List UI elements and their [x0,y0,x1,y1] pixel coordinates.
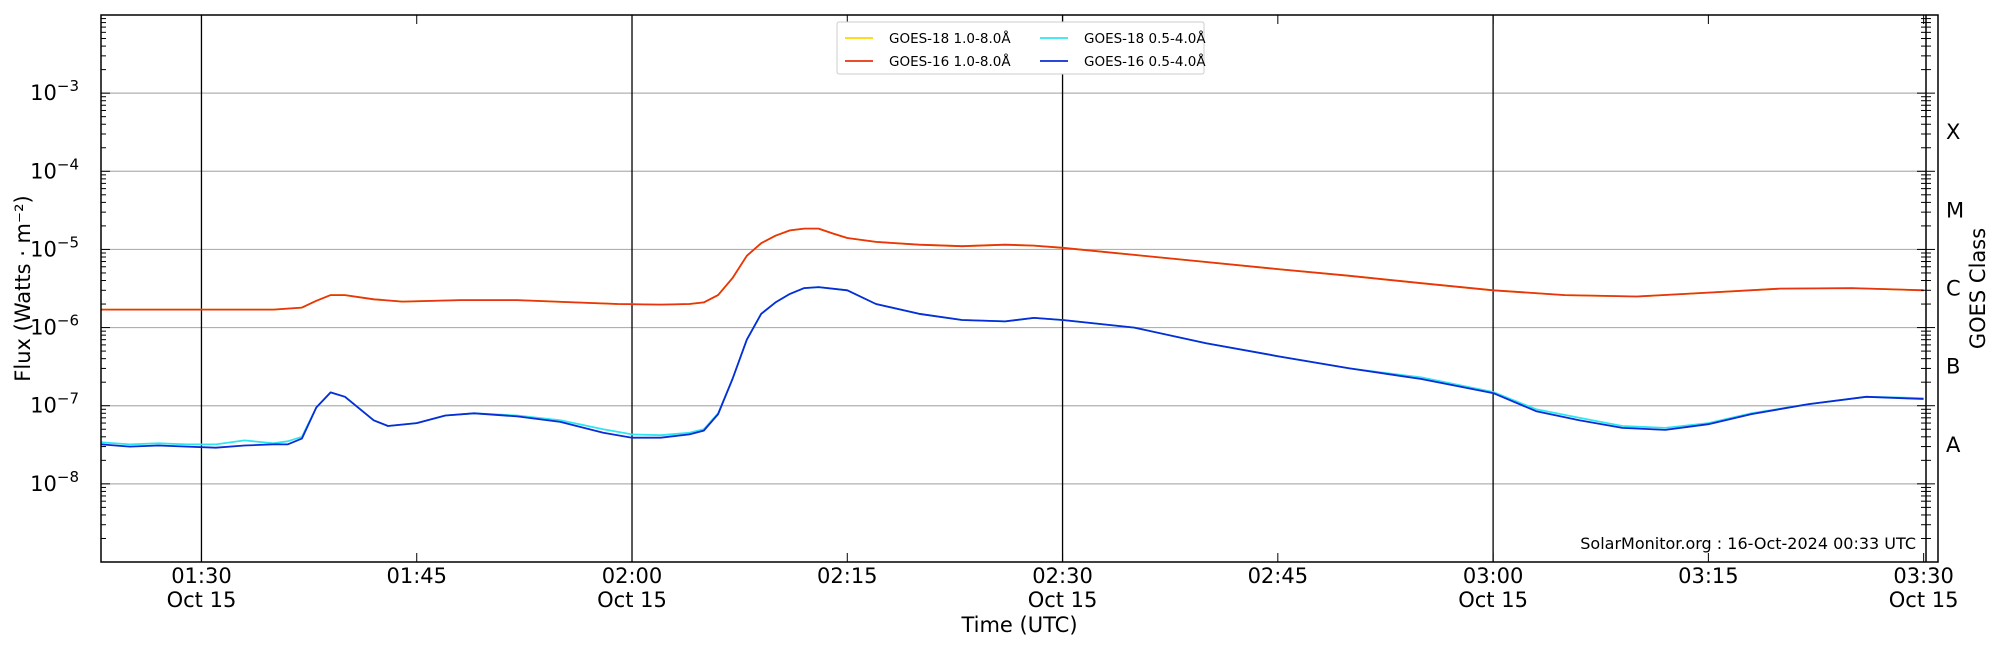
x-tick-date-8: Oct 15 [1889,588,1959,612]
x-tick-label-4: 02:30 [1032,564,1093,588]
legend-box [836,21,1205,75]
tick-layer [101,15,1935,563]
x-tick-date-0: Oct 15 [167,588,237,612]
y-tick-label-2: 10−6 [30,312,79,340]
x-tick-label-8: 03:30 [1893,564,1954,588]
goes-class-axis-title: GOES Class [1966,228,1990,349]
x-tick-label-2: 02:00 [602,564,663,588]
y-tick-label-3: 10−5 [30,233,79,261]
series-layer [100,227,1924,449]
grid-layer [101,92,1926,485]
plot-frame [100,14,1939,563]
x-tick-date-4: Oct 15 [1028,588,1098,612]
vertical-line-layer [200,15,1494,562]
x-tick-label-7: 03:15 [1678,564,1739,588]
x-tick-label-1: 01:45 [386,564,447,588]
x-tick-date-2: Oct 15 [597,588,667,612]
goes-class-label-a: A [1946,433,1961,457]
legend-label-2: GOES-18 0.5-4.0Å [1084,30,1206,47]
x-tick-label-6: 03:00 [1463,564,1524,588]
x-axis-title: Time (UTC) [960,613,1077,637]
series-line-1 [101,227,1924,311]
x-tick-label-0: 01:30 [171,564,232,588]
x-tick-date-6: Oct 15 [1458,588,1528,612]
y-tick-label-1: 10−7 [30,390,79,418]
y-tick-label-4: 10−4 [30,155,79,183]
legend-label-3: GOES-16 0.5-4.0Å [1084,53,1206,70]
goes-class-label-x: X [1946,120,1960,144]
goes-class-label-c: C [1946,277,1961,301]
legend: GOES-18 1.0-8.0Å GOES-18 0.5-4.0Å GOES-16 … [836,21,1206,75]
series-line-0 [101,227,1924,311]
x-tick-label-5: 02:45 [1248,564,1309,588]
goes-class-label-b: B [1946,355,1960,379]
solarmonitor-annotation: SolarMonitor.org : 16-Oct-2024 00:33 UTC [1580,534,1916,553]
y-tick-label-5: 10−3 [30,77,79,105]
y-tick-label-0: 10−8 [30,468,79,496]
y-axis-title: Flux (Watts · m⁻²) [11,195,35,381]
series-line-3 [100,286,1924,449]
goes-class-label-m: M [1946,198,1964,222]
legend-label-1: GOES-16 1.0-8.0Å [889,53,1011,70]
x-tick-label-3: 02:15 [817,564,878,588]
legend-label-0: GOES-18 1.0-8.0Å [889,30,1011,47]
